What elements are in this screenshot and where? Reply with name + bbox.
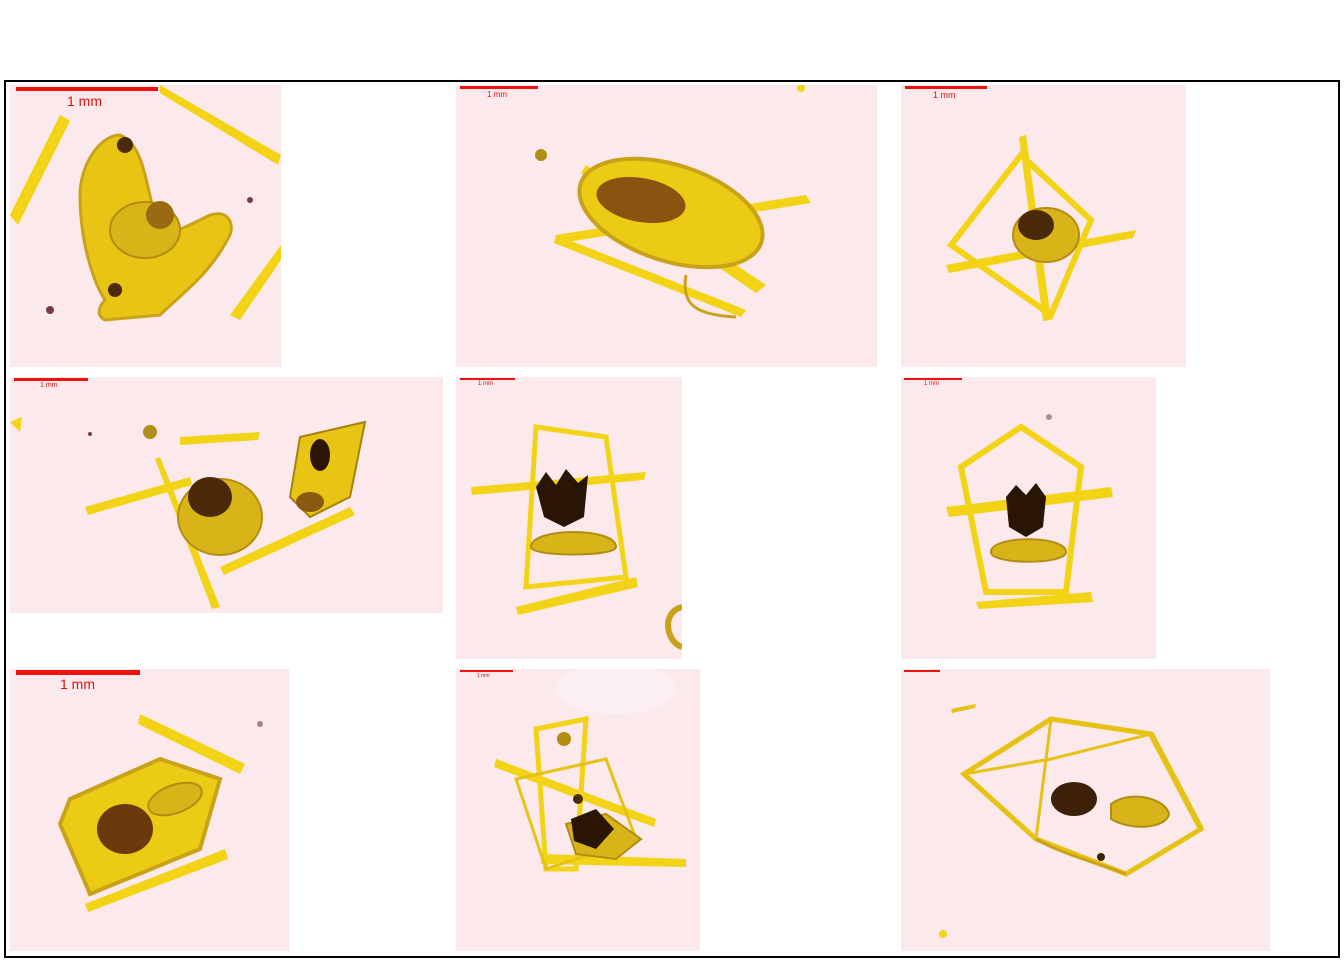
specimen-image-5 bbox=[471, 424, 682, 650]
scale-label: 1 mm bbox=[67, 93, 102, 109]
specimen-panel-7: 1 mm bbox=[10, 669, 289, 951]
scale-label: 1 mm bbox=[924, 381, 939, 387]
specimen-image-8 bbox=[494, 669, 686, 872]
scale-label: 1 mm bbox=[40, 382, 58, 389]
scale-label: 1 mm bbox=[487, 90, 507, 99]
scale-label: 1 mm bbox=[60, 676, 95, 692]
specimen-panel-6: 1 mm bbox=[901, 377, 1156, 659]
scale-label: 1 mm bbox=[477, 673, 490, 679]
scale-label: 1 mm bbox=[933, 90, 956, 100]
specimen-panel-1: 1 mm bbox=[10, 85, 281, 367]
scale-bar bbox=[460, 378, 515, 380]
scale-bar bbox=[16, 670, 140, 675]
specimen-panel-4: 1 mm bbox=[10, 377, 443, 613]
specimen-image-9 bbox=[939, 704, 1205, 938]
scale-bar bbox=[904, 670, 940, 672]
specimen-image-4 bbox=[10, 417, 367, 609]
scale-bar bbox=[14, 378, 88, 381]
specimen-image-6 bbox=[946, 414, 1113, 609]
specimen-image-3 bbox=[946, 135, 1136, 321]
scale-bar bbox=[905, 86, 987, 89]
specimen-image-1 bbox=[10, 85, 281, 322]
specimen-panel-3: 1 mm bbox=[901, 85, 1186, 367]
scale-bar bbox=[460, 86, 538, 89]
specimen-panel-5: 1 mm bbox=[456, 377, 682, 659]
specimen-image-7 bbox=[57, 714, 263, 912]
specimen-image-2 bbox=[535, 85, 811, 319]
specimen-panel-8: 1 mm bbox=[456, 669, 700, 951]
scale-label: 1 mm bbox=[478, 381, 493, 387]
scale-bar bbox=[460, 670, 513, 672]
scale-bar bbox=[16, 87, 158, 91]
specimen-panel-9 bbox=[901, 669, 1270, 951]
scale-bar bbox=[904, 378, 962, 380]
specimen-panel-2: 1 mm bbox=[456, 85, 877, 367]
